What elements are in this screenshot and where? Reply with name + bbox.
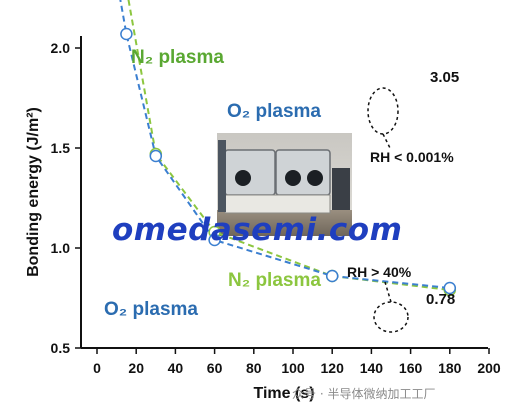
- x-tick-label: 40: [168, 360, 184, 376]
- series-3: [119, 0, 457, 295]
- x-tick-label: 0: [93, 360, 101, 376]
- y-tick-label: 0.5: [51, 340, 71, 356]
- axes: [80, 36, 488, 349]
- n2-plasma-bottom-label: N₂ plasma: [228, 270, 321, 291]
- series-line: [119, 0, 450, 289]
- y-tick-label: 1.0: [51, 240, 71, 256]
- data-point: [149, 149, 163, 163]
- y-axis-label: Bonding energy (J/m²): [25, 107, 42, 277]
- x-axis-label: Time (s): [253, 385, 314, 402]
- x-axis-ticks: 0 20 40 60 80 100 120 140 160 180 200: [93, 348, 501, 376]
- rh-high-ellipse: [373, 301, 409, 333]
- o2-plasma-bottom-label: O₂ plasma: [104, 299, 198, 320]
- watermark-text: omedasemi.com: [112, 212, 403, 248]
- data-point: [443, 281, 457, 295]
- x-tick-label: 140: [360, 360, 384, 376]
- rh-low-label: RH < 0.001%: [370, 149, 454, 165]
- end-value-top-label: 3.05: [430, 69, 459, 86]
- x-tick-label: 200: [477, 360, 501, 376]
- y-axis-ticks: 0.51.01.52.02.53.03.5: [51, 40, 81, 356]
- rh-high-label: RH > 40%: [347, 264, 412, 280]
- x-tick-label: 60: [207, 360, 223, 376]
- rh-high-pointer: [384, 281, 392, 303]
- rh-low-pointer: [382, 133, 391, 149]
- y-tick-label: 2.0: [51, 40, 71, 56]
- footer-caption: 众号 · 半导体微纳加工工厂: [292, 387, 436, 401]
- data-point: [208, 233, 221, 247]
- series-layer: [119, 0, 457, 297]
- data-point: [120, 27, 133, 41]
- end-value-bottom-label: 0.78: [426, 291, 455, 308]
- x-tick-label: 20: [128, 360, 144, 376]
- inset-photo: [217, 133, 352, 236]
- data-point: [325, 269, 339, 283]
- x-tick-label: 120: [321, 360, 345, 376]
- n2-plasma-top-label: N₂ plasma: [131, 47, 224, 68]
- rh-low-ellipse: [367, 87, 399, 135]
- o2-plasma-top-label: O₂ plasma: [227, 101, 321, 122]
- x-tick-label: 180: [438, 360, 462, 376]
- series-line: [127, 0, 450, 291]
- x-tick-label: 80: [246, 360, 262, 376]
- x-tick-label: 160: [399, 360, 423, 376]
- y-tick-label: 1.5: [51, 140, 71, 156]
- x-tick-label: 100: [281, 360, 305, 376]
